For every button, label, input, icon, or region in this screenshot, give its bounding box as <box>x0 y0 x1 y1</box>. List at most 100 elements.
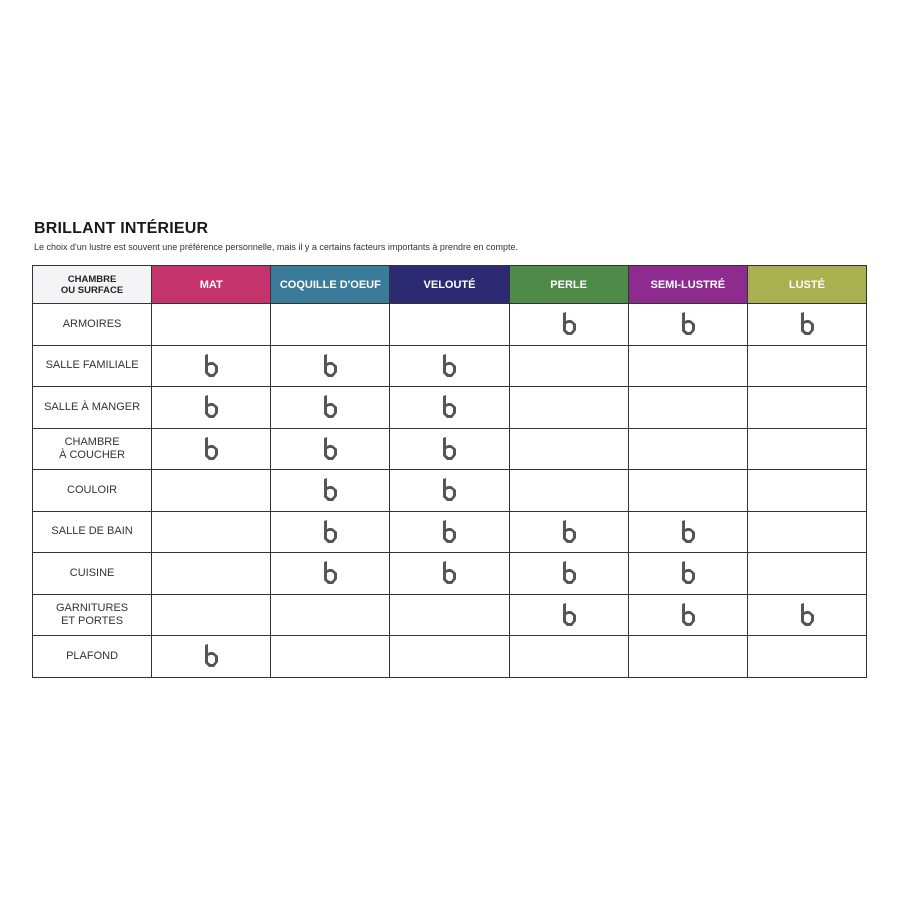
table-cell <box>270 593 391 636</box>
brand-b-logo-icon <box>271 561 389 585</box>
table-cell <box>151 303 272 346</box>
table-cell <box>151 386 272 429</box>
brand-b-logo-icon <box>271 519 389 544</box>
row-label: CUISINE <box>31 552 153 595</box>
table-cell <box>627 427 748 470</box>
table-row: GARNITURES ET PORTES <box>31 593 868 636</box>
row-label: PLAFOND <box>31 635 153 678</box>
column-header-5: LUSTÉ <box>746 265 868 304</box>
table-cell <box>508 469 629 512</box>
table-cell <box>508 344 629 387</box>
table-row: SALLE À MANGER <box>31 386 868 429</box>
table-cell <box>151 635 272 678</box>
column-header-3: PERLE <box>508 265 629 304</box>
table-cell <box>151 552 272 595</box>
brand-b-logo-icon <box>271 478 389 502</box>
row-label: SALLE DE BAIN <box>31 510 153 553</box>
table-cell <box>508 552 629 595</box>
table-cell <box>627 552 748 595</box>
column-header-0: MAT <box>151 265 272 304</box>
brand-b-logo-icon <box>390 561 508 585</box>
table-row: CUISINE <box>31 552 868 595</box>
table-row: CHAMBRE À COUCHER <box>31 427 868 470</box>
table-cell <box>389 635 510 678</box>
table-cell <box>270 303 391 346</box>
table-cell <box>627 510 748 553</box>
row-label: CHAMBRE À COUCHER <box>31 427 153 470</box>
table-cell <box>389 303 510 346</box>
table-cell <box>151 510 272 553</box>
brand-b-logo-icon <box>271 436 389 461</box>
table-cell <box>508 303 629 346</box>
table-cell <box>627 303 748 346</box>
table-cell <box>627 469 748 512</box>
brand-b-logo-icon <box>390 436 508 461</box>
row-label: SALLE FAMILIALE <box>31 344 153 387</box>
table-cell <box>270 386 391 429</box>
row-label: ARMOIRES <box>31 303 153 346</box>
table-cell <box>389 427 510 470</box>
brand-b-logo-icon <box>152 395 270 419</box>
brand-b-logo-icon <box>510 561 628 585</box>
table-cell <box>270 344 391 387</box>
table-cell <box>627 635 748 678</box>
row-label: COULOIR <box>31 469 153 512</box>
table-cell <box>746 635 868 678</box>
table-cell <box>151 344 272 387</box>
brand-b-logo-icon <box>510 519 628 544</box>
brand-b-logo-icon <box>748 602 866 627</box>
table-cell <box>746 593 868 636</box>
table-cell <box>627 344 748 387</box>
column-header-1: COQUILLE D'OEUF <box>270 265 391 304</box>
table-cell <box>746 510 868 553</box>
table-cell <box>270 469 391 512</box>
brand-b-logo-icon <box>510 312 628 336</box>
table-cell <box>270 510 391 553</box>
table-cell <box>508 635 629 678</box>
brand-b-logo-icon <box>748 312 866 336</box>
brand-b-logo-icon <box>629 602 747 627</box>
table-cell <box>508 427 629 470</box>
row-label: GARNITURES ET PORTES <box>31 593 153 636</box>
table-cell <box>627 593 748 636</box>
table-cell <box>389 469 510 512</box>
table-cell <box>746 552 868 595</box>
column-header-2: VELOUTÉ <box>389 265 510 304</box>
table-cell <box>746 344 868 387</box>
brand-b-logo-icon <box>271 395 389 419</box>
table-cell <box>746 427 868 470</box>
table-row: COULOIR <box>31 469 868 512</box>
table-cell <box>389 593 510 636</box>
brand-b-logo-icon <box>390 478 508 502</box>
brand-b-logo-icon <box>152 644 270 668</box>
column-header-4: SEMI-LUSTRÉ <box>627 265 748 304</box>
table-cell <box>389 552 510 595</box>
brand-b-logo-icon <box>152 353 270 378</box>
brand-b-logo-icon <box>390 519 508 544</box>
row-label: SALLE À MANGER <box>31 386 153 429</box>
table-cell <box>508 386 629 429</box>
corner-header: CHAMBRE OU SURFACE <box>31 265 153 304</box>
table-row: SALLE DE BAIN <box>31 510 868 553</box>
brand-b-logo-icon <box>390 353 508 378</box>
brand-b-logo-icon <box>629 519 747 544</box>
table-cell <box>270 427 391 470</box>
table-cell <box>508 593 629 636</box>
header-row: CHAMBRE OU SURFACE MAT COQUILLE D'OEUF VEL… <box>31 265 868 304</box>
table-cell <box>389 386 510 429</box>
page-title: BRILLANT INTÉRIEUR <box>34 220 209 237</box>
table-cell <box>270 635 391 678</box>
brand-b-logo-icon <box>629 561 747 585</box>
table-cell <box>508 510 629 553</box>
table-row: PLAFOND <box>31 635 868 678</box>
brand-b-logo-icon <box>271 353 389 378</box>
brand-b-logo-icon <box>510 602 628 627</box>
table-cell <box>270 552 391 595</box>
table-cell <box>389 344 510 387</box>
table-cell <box>746 386 868 429</box>
table-cell <box>151 593 272 636</box>
table-cell <box>151 469 272 512</box>
table-cell <box>389 510 510 553</box>
table-cell <box>746 469 868 512</box>
table-cell <box>151 427 272 470</box>
